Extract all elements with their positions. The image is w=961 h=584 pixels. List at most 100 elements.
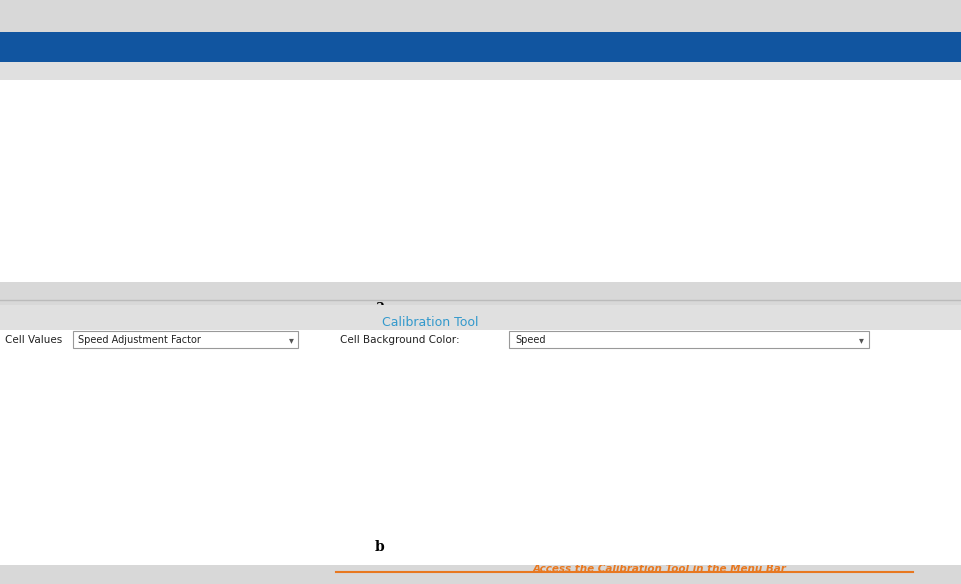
Text: AP 1 (07:00-07:15): AP 1 (07:00-07:15) [104, 133, 182, 141]
Text: 0.920: 0.920 [414, 210, 441, 218]
FancyBboxPatch shape [538, 211, 581, 241]
FancyBboxPatch shape [406, 199, 450, 229]
FancyBboxPatch shape [494, 152, 538, 181]
FancyBboxPatch shape [626, 152, 670, 181]
FancyBboxPatch shape [229, 110, 273, 140]
FancyBboxPatch shape [406, 81, 450, 110]
FancyBboxPatch shape [406, 140, 450, 170]
FancyBboxPatch shape [680, 164, 694, 175]
FancyBboxPatch shape [581, 140, 626, 170]
Text: AP 4 (07:45-08:00): AP 4 (07:45-08:00) [104, 180, 182, 189]
Text: 0.920: 0.920 [238, 180, 264, 189]
FancyBboxPatch shape [273, 181, 317, 211]
Text: Cell Values: Cell Values [5, 491, 62, 501]
Text: 0.920: 0.920 [326, 210, 353, 218]
Text: 0.920: 0.920 [282, 121, 308, 130]
FancyBboxPatch shape [581, 211, 626, 241]
Text: 0.920: 0.920 [370, 121, 397, 130]
Text: 1.000: 1.000 [635, 221, 661, 230]
FancyBboxPatch shape [317, 181, 361, 211]
FancyBboxPatch shape [361, 170, 406, 199]
FancyBboxPatch shape [406, 110, 450, 140]
FancyBboxPatch shape [65, 152, 185, 181]
FancyBboxPatch shape [65, 181, 185, 211]
FancyBboxPatch shape [626, 181, 670, 211]
Text: Seg. 9: Seg. 9 [545, 106, 575, 116]
FancyBboxPatch shape [680, 127, 694, 138]
FancyBboxPatch shape [406, 181, 450, 211]
FancyBboxPatch shape [626, 59, 670, 81]
FancyBboxPatch shape [538, 100, 581, 122]
FancyBboxPatch shape [494, 241, 538, 270]
FancyBboxPatch shape [361, 152, 406, 181]
FancyBboxPatch shape [185, 110, 229, 140]
FancyBboxPatch shape [626, 122, 670, 152]
FancyBboxPatch shape [273, 211, 317, 241]
FancyBboxPatch shape [317, 81, 361, 110]
Text: 40 < Speed mi/h ≤ 50: 40 < Speed mi/h ≤ 50 [698, 134, 795, 142]
Text: 40 < Speed mi/h ≤ 50: 40 < Speed mi/h ≤ 50 [698, 92, 795, 102]
Text: 0.920: 0.920 [547, 210, 573, 218]
Text: 1.000: 1.000 [458, 221, 484, 230]
Text: AP 4 (07:45-08:00): AP 4 (07:45-08:00) [104, 221, 182, 230]
FancyBboxPatch shape [680, 92, 694, 103]
Text: Speed mi/h ≤ 20: Speed mi/h ≤ 20 [698, 187, 771, 196]
FancyBboxPatch shape [538, 241, 581, 270]
Text: 1.000: 1.000 [635, 162, 661, 171]
Text: RESULTS: RESULTS [443, 532, 493, 542]
Text: 0.920: 0.920 [503, 151, 529, 159]
Text: Speed mi/h > 60: Speed mi/h > 60 [698, 98, 771, 106]
Text: Speed Adjustment Factor: Speed Adjustment Factor [78, 491, 201, 501]
FancyBboxPatch shape [361, 140, 406, 170]
FancyBboxPatch shape [185, 122, 229, 152]
Text: AP 2 (07:15-07:30): AP 2 (07:15-07:30) [103, 121, 182, 130]
Text: 1.000: 1.000 [326, 192, 353, 200]
Text: REPORT: REPORT [525, 532, 571, 542]
FancyBboxPatch shape [273, 140, 317, 170]
Text: 1.000: 1.000 [591, 251, 617, 260]
Text: 1.000: 1.000 [547, 133, 573, 141]
FancyBboxPatch shape [406, 241, 450, 270]
FancyBboxPatch shape [229, 152, 273, 181]
FancyBboxPatch shape [680, 74, 694, 85]
FancyBboxPatch shape [65, 170, 185, 199]
Text: 1.000: 1.000 [547, 251, 573, 260]
FancyBboxPatch shape [229, 140, 273, 170]
FancyBboxPatch shape [273, 110, 317, 140]
Text: ▾: ▾ [859, 491, 864, 501]
FancyBboxPatch shape [450, 170, 494, 199]
Text: 1.000: 1.000 [635, 133, 661, 141]
Text: Seg. 4: Seg. 4 [325, 65, 355, 75]
FancyBboxPatch shape [581, 152, 626, 181]
Text: 20 < Speed mi/h ≤ 30: 20 < Speed mi/h ≤ 30 [698, 128, 795, 137]
Text: 0.920: 0.920 [194, 151, 220, 159]
FancyBboxPatch shape [538, 59, 581, 81]
FancyBboxPatch shape [229, 122, 273, 152]
FancyBboxPatch shape [680, 151, 694, 162]
FancyBboxPatch shape [273, 100, 317, 122]
FancyBboxPatch shape [65, 59, 185, 81]
FancyBboxPatch shape [229, 241, 273, 270]
Text: 0.920: 0.920 [282, 180, 308, 189]
FancyBboxPatch shape [73, 331, 298, 348]
Text: Cell Background Color:: Cell Background Color: [340, 335, 459, 345]
FancyBboxPatch shape [538, 122, 581, 152]
FancyBboxPatch shape [317, 170, 361, 199]
FancyBboxPatch shape [406, 100, 450, 122]
Text: 1.000: 1.000 [503, 251, 529, 260]
FancyBboxPatch shape [680, 145, 694, 157]
FancyBboxPatch shape [538, 140, 581, 170]
Text: 1.000: 1.000 [282, 162, 308, 171]
Text: AP 1 (07:00-07:15): AP 1 (07:00-07:15) [104, 91, 182, 100]
Text: 20 < Speed mi/h ≤ 30: 20 < Speed mi/h ≤ 30 [698, 169, 795, 179]
Text: 0.920: 0.920 [282, 91, 308, 100]
Text: 0.920: 0.920 [635, 210, 661, 218]
FancyBboxPatch shape [317, 100, 361, 122]
FancyBboxPatch shape [73, 487, 298, 504]
FancyBboxPatch shape [65, 81, 185, 110]
FancyBboxPatch shape [406, 122, 450, 152]
FancyBboxPatch shape [581, 181, 626, 211]
Text: Seg. 11: Seg. 11 [630, 106, 666, 116]
FancyBboxPatch shape [626, 110, 670, 140]
Text: 0.920: 0.920 [194, 91, 220, 100]
